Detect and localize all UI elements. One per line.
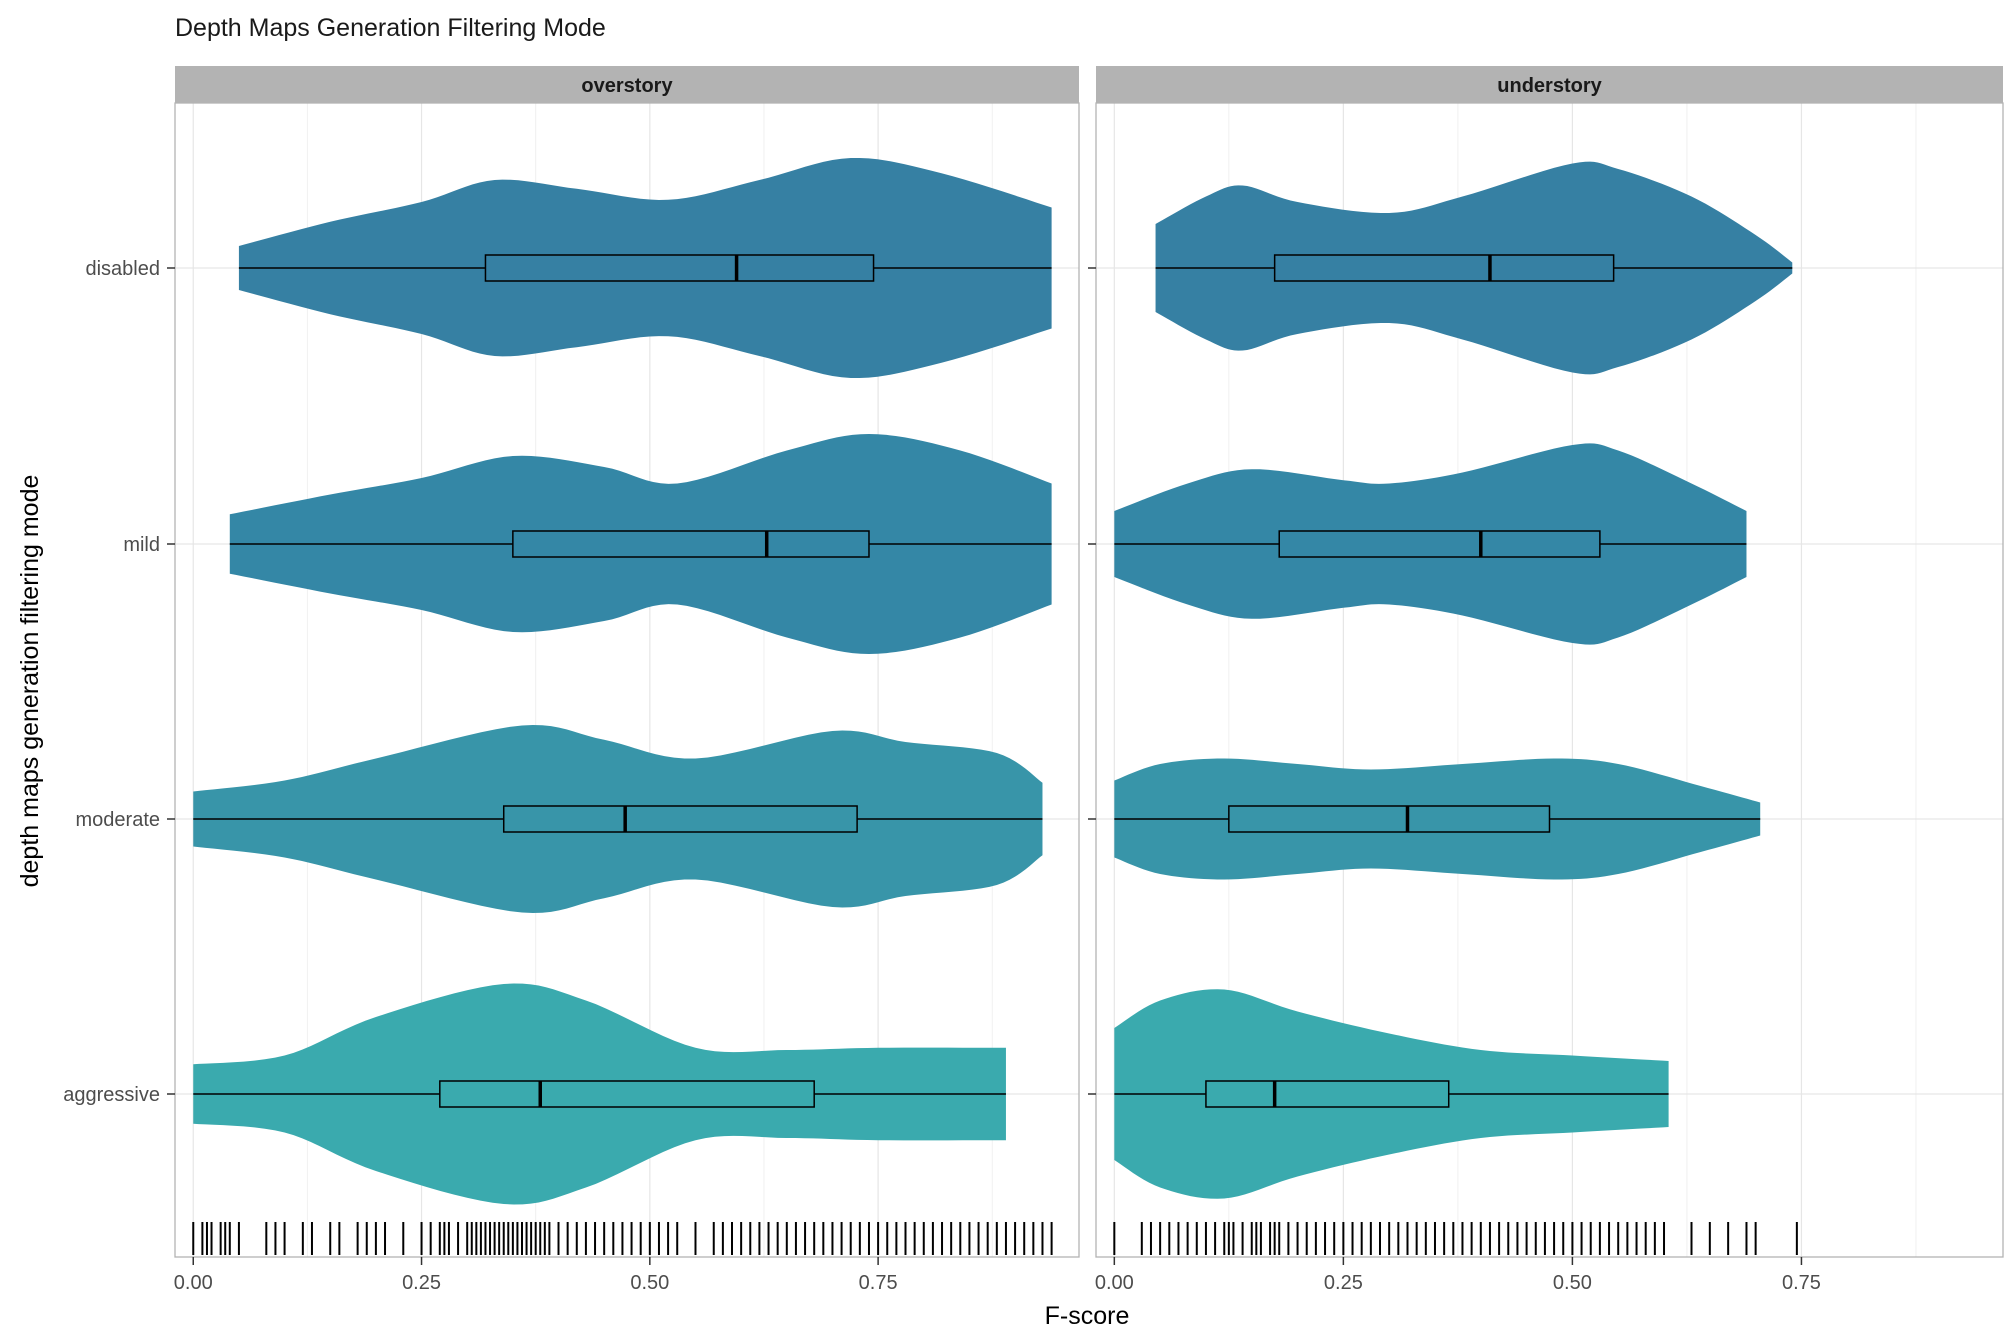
chart-title: Depth Maps Generation Filtering Mode	[175, 14, 606, 42]
box-overstory-moderate	[502, 805, 858, 833]
box-understory-moderate	[1228, 805, 1551, 833]
box-overstory-mild	[512, 530, 870, 558]
panel-border	[1095, 102, 2004, 1258]
panel-border	[174, 102, 1080, 1258]
box-overstory-aggressive	[439, 1080, 815, 1108]
x-tick-label: 0.75	[1782, 1272, 1821, 1294]
box-understory-mild	[1278, 530, 1601, 558]
y-tick-label-moderate: moderate	[76, 809, 161, 831]
y-tick-label-disabled: disabled	[85, 258, 160, 280]
y-axis: disabled mild moderate aggressive	[63, 258, 160, 1106]
x-tick-label: 0.25	[1324, 1272, 1363, 1294]
strip-understory	[1096, 66, 2003, 103]
strip-label-overstory: overstory	[581, 75, 673, 97]
x-tick-label: 0.00	[1095, 1272, 1134, 1294]
x-tick-label: 0.75	[859, 1272, 898, 1294]
x-axis-title: F-score	[1045, 1302, 1130, 1330]
x-tick-label: 0.50	[1553, 1272, 1592, 1294]
y-tick-label-aggressive: aggressive	[63, 1084, 160, 1106]
panel-overstory: overstory 0.00 0.25 0.50 0.75	[167, 66, 1080, 1294]
x-tick-label: 0.00	[174, 1272, 213, 1294]
box-understory-disabled	[1273, 254, 1615, 282]
strip-overstory	[175, 66, 1079, 103]
rug-understory	[1113, 1222, 1798, 1255]
strip-label-understory: understory	[1497, 75, 1602, 97]
facet-panels: overstory 0.00 0.25 0.50 0.75 understory 0.00 0…	[167, 66, 2004, 1294]
x-tick-label: 0.50	[630, 1272, 669, 1294]
y-axis-title: depth maps generation filtering mode	[16, 475, 44, 888]
panel-understory: understory 0.00 0.25 0.50 0.75	[1088, 66, 2004, 1294]
rug-overstory	[192, 1222, 1053, 1255]
x-tick-label: 0.25	[402, 1272, 441, 1294]
box-understory-aggressive	[1205, 1080, 1450, 1108]
y-tick-label-mild: mild	[123, 534, 160, 556]
box-overstory-disabled	[484, 254, 875, 282]
